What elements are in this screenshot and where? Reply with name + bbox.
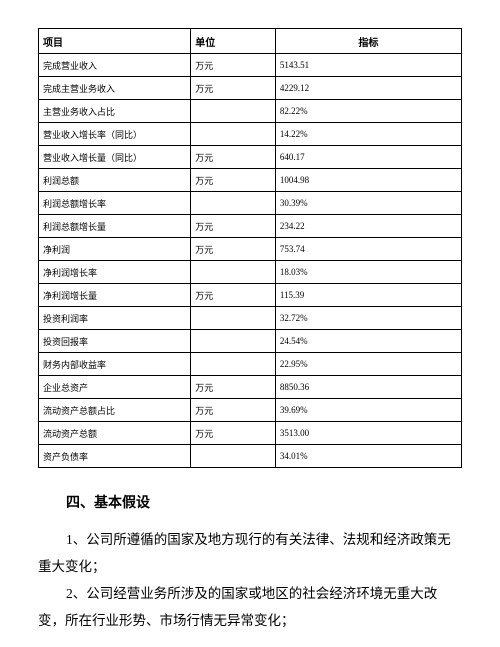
cell-item: 完成主营业务收入 [39, 77, 191, 100]
cell-unit [191, 192, 276, 215]
table-row: 营业收入增长量（同比） 万元 640.17 [39, 146, 462, 169]
cell-item: 净利润 [39, 238, 191, 261]
cell-item: 资产负债率 [39, 445, 191, 468]
cell-value: 115.39 [275, 284, 461, 307]
table-row: 流动资产总额占比 万元 39.69% [39, 399, 462, 422]
cell-item: 投资利润率 [39, 307, 191, 330]
cell-value: 4229.12 [275, 77, 461, 100]
cell-value: 14.22% [275, 123, 461, 146]
cell-item: 营业收入增长率（同比） [39, 123, 191, 146]
cell-item: 利润总额增长率 [39, 192, 191, 215]
table-body: 完成营业收入 万元 5143.51 完成主营业务收入 万元 4229.12 主营… [39, 54, 462, 468]
cell-unit: 万元 [191, 146, 276, 169]
cell-value: 8850.36 [275, 376, 461, 399]
table-row: 财务内部收益率 22.95% [39, 353, 462, 376]
table-row: 流动资产总额 万元 3513.00 [39, 422, 462, 445]
cell-value: 234.22 [275, 215, 461, 238]
cell-value: 3513.00 [275, 422, 461, 445]
table-row: 投资利润率 32.72% [39, 307, 462, 330]
table-row: 利润总额 万元 1004.98 [39, 169, 462, 192]
cell-value: 5143.51 [275, 54, 461, 77]
financial-table: 项目 单位 指标 完成营业收入 万元 5143.51 完成主营业务收入 万元 4… [38, 28, 462, 468]
cell-item: 财务内部收益率 [39, 353, 191, 376]
cell-unit: 万元 [191, 238, 276, 261]
table-row: 资产负债率 34.01% [39, 445, 462, 468]
cell-value: 22.95% [275, 353, 461, 376]
cell-unit: 万元 [191, 399, 276, 422]
cell-item: 流动资产总额占比 [39, 399, 191, 422]
cell-unit [191, 307, 276, 330]
table-header-row: 项目 单位 指标 [39, 29, 462, 54]
cell-value: 18.03% [275, 261, 461, 284]
cell-value: 30.39% [275, 192, 461, 215]
cell-unit [191, 123, 276, 146]
col-header-indicator: 指标 [275, 29, 461, 54]
table-row: 投资回报率 24.54% [39, 330, 462, 353]
cell-unit: 万元 [191, 77, 276, 100]
cell-unit: 万元 [191, 284, 276, 307]
table-row: 利润总额增长量 万元 234.22 [39, 215, 462, 238]
cell-item: 净利润增长量 [39, 284, 191, 307]
table-row: 完成主营业务收入 万元 4229.12 [39, 77, 462, 100]
cell-unit: 万元 [191, 54, 276, 77]
cell-item: 营业收入增长量（同比） [39, 146, 191, 169]
cell-unit [191, 100, 276, 123]
table-row: 利润总额增长率 30.39% [39, 192, 462, 215]
cell-value: 24.54% [275, 330, 461, 353]
cell-value: 32.72% [275, 307, 461, 330]
cell-unit [191, 445, 276, 468]
cell-item: 企业总资产 [39, 376, 191, 399]
table-row: 完成营业收入 万元 5143.51 [39, 54, 462, 77]
cell-value: 640.17 [275, 146, 461, 169]
table-row: 营业收入增长率（同比） 14.22% [39, 123, 462, 146]
section-heading: 四、基本假设 [38, 492, 462, 512]
paragraph-1: 1、公司所遵循的国家及地方现行的有关法律、法规和经济政策无重大变化； [38, 526, 462, 580]
table-row: 净利润增长量 万元 115.39 [39, 284, 462, 307]
table-row: 净利润增长率 18.03% [39, 261, 462, 284]
table-row: 企业总资产 万元 8850.36 [39, 376, 462, 399]
cell-item: 流动资产总额 [39, 422, 191, 445]
cell-unit [191, 261, 276, 284]
cell-unit: 万元 [191, 376, 276, 399]
cell-item: 利润总额增长量 [39, 215, 191, 238]
cell-value: 753.74 [275, 238, 461, 261]
cell-item: 净利润增长率 [39, 261, 191, 284]
cell-value: 34.01% [275, 445, 461, 468]
col-header-unit: 单位 [191, 29, 276, 54]
cell-unit [191, 353, 276, 376]
cell-item: 利润总额 [39, 169, 191, 192]
cell-item: 投资回报率 [39, 330, 191, 353]
cell-value: 1004.98 [275, 169, 461, 192]
cell-item: 主营业务收入占比 [39, 100, 191, 123]
cell-unit: 万元 [191, 169, 276, 192]
cell-unit [191, 330, 276, 353]
cell-value: 39.69% [275, 399, 461, 422]
cell-item: 完成营业收入 [39, 54, 191, 77]
cell-unit: 万元 [191, 215, 276, 238]
cell-value: 82.22% [275, 100, 461, 123]
table-row: 净利润 万元 753.74 [39, 238, 462, 261]
col-header-item: 项目 [39, 29, 191, 54]
paragraph-2: 2、公司经营业务所涉及的国家或地区的社会经济环境无重大改变，所在行业形势、市场行… [38, 580, 462, 634]
table-row: 主营业务收入占比 82.22% [39, 100, 462, 123]
cell-unit: 万元 [191, 422, 276, 445]
